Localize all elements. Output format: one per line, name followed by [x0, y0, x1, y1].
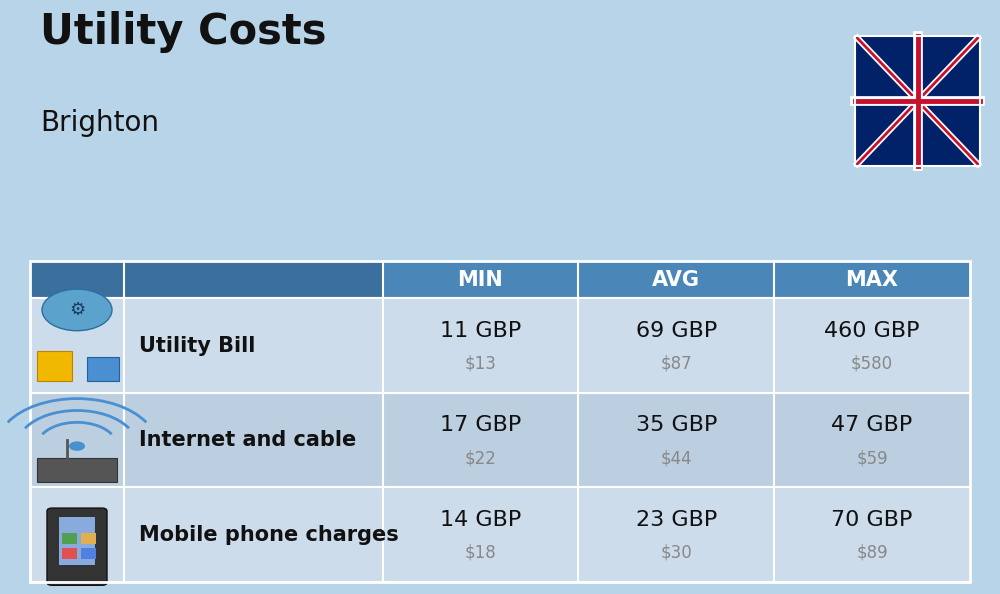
Text: AVG: AVG	[652, 270, 700, 290]
Bar	[855, 36, 980, 166]
FancyBboxPatch shape	[47, 508, 107, 585]
Text: Mobile phone charges: Mobile phone charges	[139, 525, 399, 545]
Text: Brighton: Brighton	[40, 109, 159, 137]
Bar	[30, 261, 970, 582]
Text: Utility Costs: Utility Costs	[40, 11, 326, 53]
Text: $59: $59	[856, 449, 888, 467]
Bar	[37, 352, 72, 381]
Text: $87: $87	[660, 355, 692, 372]
Text: $18: $18	[465, 544, 496, 562]
Text: 47 GBP: 47 GBP	[831, 415, 913, 435]
Text: 17 GBP: 17 GBP	[440, 415, 521, 435]
Text: MIN: MIN	[458, 270, 503, 290]
Text: Utility Bill: Utility Bill	[139, 336, 255, 356]
Bar	[81, 548, 96, 558]
Bar	[81, 533, 96, 544]
Text: $89: $89	[856, 544, 888, 562]
Text: 14 GBP: 14 GBP	[440, 510, 521, 530]
Text: 69 GBP: 69 GBP	[636, 321, 717, 341]
Text: MAX: MAX	[846, 270, 899, 290]
Text: ⚙: ⚙	[69, 301, 85, 319]
Bar	[30, 488, 124, 582]
Bar	[30, 393, 124, 488]
Bar	[37, 458, 117, 482]
Text: $580: $580	[851, 355, 893, 372]
Bar	[382, 261, 970, 298]
Bar	[30, 261, 383, 298]
Text: $13: $13	[464, 355, 496, 372]
Bar	[30, 488, 970, 582]
Text: 35 GBP: 35 GBP	[636, 415, 717, 435]
Bar	[30, 393, 970, 488]
Text: 23 GBP: 23 GBP	[636, 510, 717, 530]
Bar	[30, 298, 124, 393]
Text: Internet and cable: Internet and cable	[139, 430, 356, 450]
Bar	[30, 298, 970, 393]
Text: 460 GBP: 460 GBP	[824, 321, 920, 341]
Bar	[855, 36, 980, 166]
Circle shape	[42, 289, 112, 331]
Bar	[59, 517, 95, 564]
Text: 70 GBP: 70 GBP	[831, 510, 913, 530]
Bar	[87, 358, 119, 381]
Text: $30: $30	[660, 544, 692, 562]
Bar	[62, 533, 77, 544]
Text: 11 GBP: 11 GBP	[440, 321, 521, 341]
Bar	[62, 548, 77, 558]
Circle shape	[69, 441, 85, 451]
Text: $22: $22	[464, 449, 496, 467]
Text: $44: $44	[660, 449, 692, 467]
